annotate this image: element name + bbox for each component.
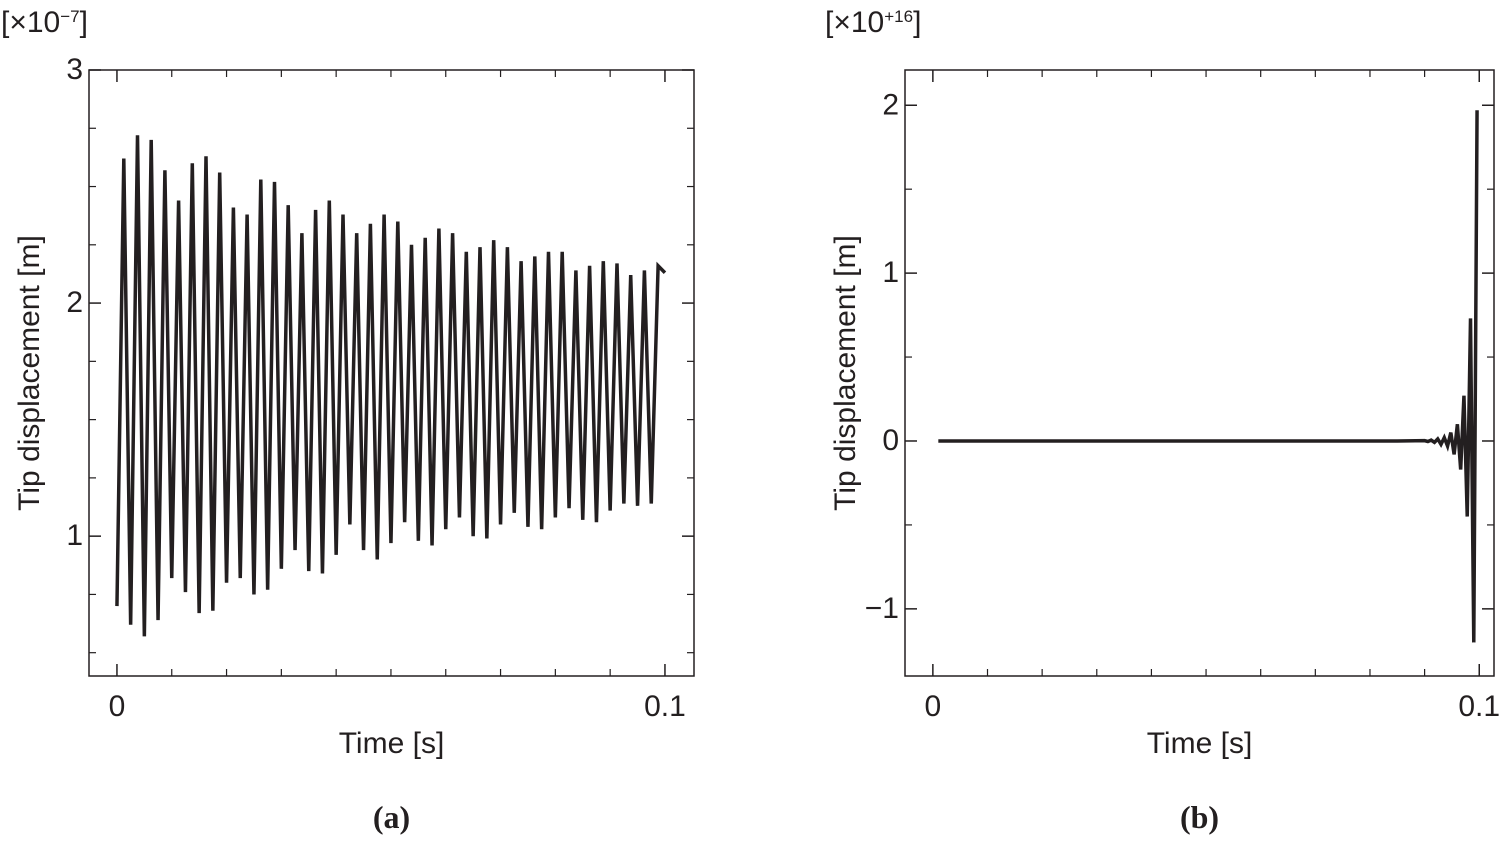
panel-label: (b) [1180,799,1219,835]
plot-frame [88,69,695,677]
x-axis-label: Time [s] [339,727,445,760]
y-tick-label: 3 [66,53,83,86]
x-axis-label: Time [s] [1147,727,1253,760]
y-multiplier: [×10−7] [1,6,88,39]
y-axis-label: Tip displacement [m] [13,235,46,511]
y-tick-label: 0 [882,424,899,457]
panel-label: (a) [373,799,410,835]
y-tick-label: 1 [882,256,899,289]
y-multiplier: [×10+16] [825,6,921,39]
multiplier-suffix: ] [80,6,88,39]
y-tick-label: −1 [865,592,899,625]
plot-frame [904,69,1495,677]
multiplier-base: [×10 [1,6,60,39]
data-line [938,110,1479,643]
multiplier-base: [×10 [825,6,884,39]
x-tick-label: 0.1 [1458,690,1500,723]
x-tick-label: 0 [925,690,942,723]
y-tick-label: 1 [66,519,83,552]
x-tick-label: 0.1 [644,690,686,723]
y-axis-label: Tip displacement [m] [829,235,862,511]
y-tick-label: 2 [66,286,83,319]
multiplier-exponent: +16 [884,7,913,26]
x-tick-label: 0 [109,690,126,723]
multiplier-suffix: ] [913,6,921,39]
multiplier-exponent: −7 [60,7,79,26]
y-tick-label: 2 [882,88,899,121]
data-line [115,135,667,637]
